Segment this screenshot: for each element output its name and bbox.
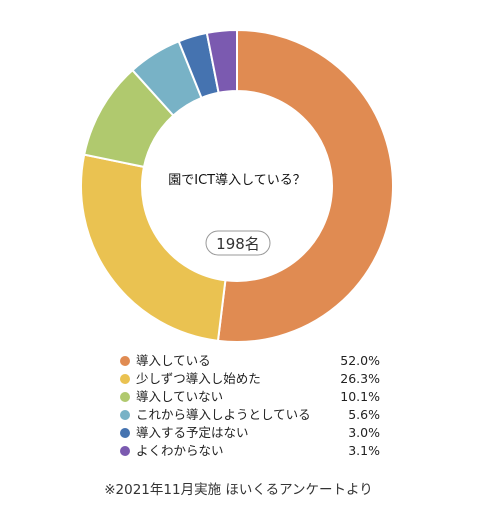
legend-label: 導入している	[136, 353, 211, 368]
legend-value: 3.1%	[348, 443, 380, 458]
legend-color-swatch	[120, 356, 130, 366]
legend-value: 5.6%	[348, 407, 380, 422]
center-question: 園でICT導入している？	[168, 173, 305, 188]
legend-value: 3.0%	[348, 425, 380, 440]
donut-slice-1	[216, 28, 394, 343]
legend-label: 導入する予定はない	[136, 425, 249, 440]
legend-color-swatch	[120, 446, 130, 456]
legend-item: よくわからない 3.1%	[120, 442, 380, 460]
legend-item: 導入している 52.0%	[120, 352, 380, 370]
legend-label: 少しずつ導入し始めた	[136, 371, 261, 386]
legend-color-swatch	[120, 374, 130, 384]
legend-label: よくわからない	[136, 443, 224, 458]
donut-slice-6	[205, 28, 238, 94]
legend-item: これから導入しようとしている 5.6%	[120, 406, 380, 424]
donut-slice-2	[80, 153, 227, 342]
legend-color-swatch	[120, 392, 130, 402]
legend-label: 導入していない	[136, 389, 224, 404]
legend-color-swatch	[120, 428, 130, 438]
donut-slices	[80, 28, 394, 343]
legend-item: 導入していない 10.1%	[120, 388, 380, 406]
legend-item: 少しずつ導入し始めた 26.3%	[120, 370, 380, 388]
legend-value: 10.1%	[340, 389, 380, 404]
legend-item: 導入する予定はない 3.0%	[120, 424, 380, 442]
legend-color-swatch	[120, 410, 130, 420]
legend-value: 52.0%	[340, 353, 380, 368]
legend-value: 26.3%	[340, 371, 380, 386]
legend-label: これから導入しようとしている	[136, 407, 311, 422]
total-count-badge	[205, 230, 271, 256]
total-count: 198名	[216, 235, 260, 253]
footnote: ※2021年11月実施 ほいくるアンケートより	[104, 482, 373, 498]
donut-chart: 園でICT導入している？ 198名	[80, 28, 394, 343]
legend: 導入している 52.0% 少しずつ導入し始めた 26.3% 導入していない 10.1% これ…	[120, 352, 380, 460]
